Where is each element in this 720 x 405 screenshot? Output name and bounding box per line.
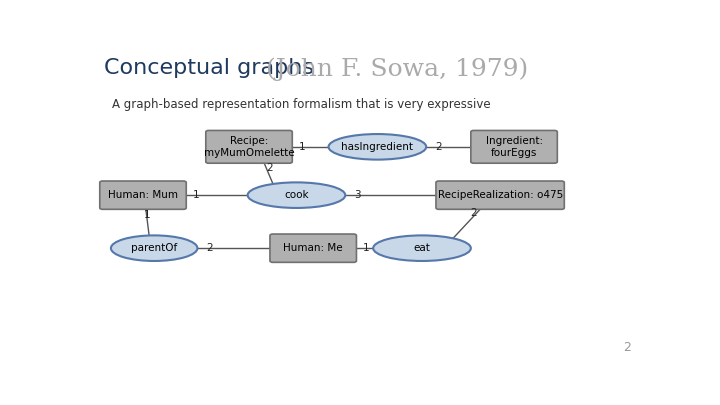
Text: Conceptual graphs: Conceptual graphs [104,58,321,78]
Text: (John F. Sowa, 1979): (John F. Sowa, 1979) [266,58,528,81]
Text: cook: cook [284,190,309,200]
Ellipse shape [328,134,426,160]
Text: RecipeRealization: o475: RecipeRealization: o475 [438,190,563,200]
FancyBboxPatch shape [436,181,564,209]
Ellipse shape [248,182,346,208]
Text: hasIngredient: hasIngredient [341,142,413,152]
Text: eat: eat [413,243,431,253]
Text: Ingredient:
fourEggs: Ingredient: fourEggs [485,136,543,158]
Text: Human: Mum: Human: Mum [108,190,178,200]
FancyBboxPatch shape [206,130,292,163]
Text: parentOf: parentOf [131,243,177,253]
Text: 2: 2 [266,163,273,173]
Text: 1: 1 [363,243,369,253]
Text: 2: 2 [470,208,477,218]
FancyBboxPatch shape [471,130,557,163]
Text: 1: 1 [192,190,199,200]
Text: A graph-based representation formalism that is very expressive: A graph-based representation formalism t… [112,98,491,111]
FancyBboxPatch shape [270,234,356,262]
FancyBboxPatch shape [100,181,186,209]
Text: 1: 1 [299,142,305,152]
Text: 3: 3 [354,190,361,200]
Text: Human: Me: Human: Me [284,243,343,253]
Text: Recipe:
myMumOmelette: Recipe: myMumOmelette [204,136,294,158]
Text: 1: 1 [144,209,150,220]
Text: 2: 2 [435,142,442,152]
Text: 2: 2 [624,341,631,354]
Ellipse shape [373,235,471,261]
Ellipse shape [111,235,197,261]
Text: 2: 2 [207,243,213,253]
